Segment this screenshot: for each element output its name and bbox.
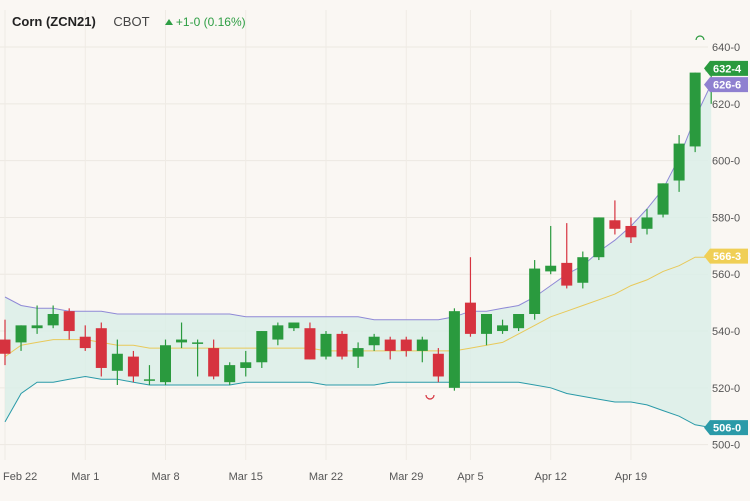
y-tick-label: 500-0 xyxy=(712,440,740,452)
candle-body xyxy=(224,365,236,383)
x-tick-label: Feb 22 xyxy=(3,471,37,483)
price-badge-upper-band xyxy=(704,77,748,93)
candle-body xyxy=(192,342,204,344)
candle-body xyxy=(561,262,573,286)
candle-body xyxy=(95,328,107,368)
candle-body xyxy=(448,311,460,388)
x-tick-label: Mar 29 xyxy=(389,471,423,483)
price-badge-label: 632-4 xyxy=(713,63,742,75)
candle-body xyxy=(336,333,348,357)
candle-body xyxy=(176,339,188,343)
candle-body xyxy=(545,265,557,272)
price-badge-label: 506-0 xyxy=(713,423,741,435)
candle-body xyxy=(368,336,380,346)
up-arrow-icon xyxy=(164,19,173,25)
candle-body xyxy=(384,339,396,351)
candle-body xyxy=(432,353,444,377)
candle-body xyxy=(625,225,637,238)
candle-body xyxy=(160,345,171,383)
y-tick-label: 620-0 xyxy=(712,99,740,111)
candle-body xyxy=(513,314,525,329)
price-badges: 632-4 626-6 566-3 506-0 xyxy=(704,60,748,436)
candle-body xyxy=(320,333,332,357)
price-badge-middle-band xyxy=(704,248,748,264)
price-badge-label: 626-6 xyxy=(713,80,741,92)
candle-body xyxy=(352,348,364,357)
x-tick-label: Apr 19 xyxy=(615,471,647,483)
candle-body xyxy=(641,217,653,229)
x-tick-label: Mar 1 xyxy=(71,471,99,483)
candle-body xyxy=(593,217,605,258)
candle-body xyxy=(464,302,476,334)
symbol-title: Corn (ZCN21) xyxy=(12,14,96,29)
y-tick-label: 580-0 xyxy=(712,212,740,224)
x-tick-label: Apr 12 xyxy=(534,471,566,483)
candle-body xyxy=(673,143,685,181)
x-axis: Feb 22 Mar 1 Mar 8 Mar 15 Mar 22 Mar 29 Apr 5 A… xyxy=(3,471,647,483)
candle-body xyxy=(304,328,316,360)
y-tick-label: 520-0 xyxy=(712,383,740,395)
candle-body xyxy=(111,353,123,371)
candle-body xyxy=(0,339,11,354)
price-change-value: +1-0 (0.16%) xyxy=(175,15,246,29)
exchange-label: CBOT xyxy=(113,14,150,29)
candle-body xyxy=(272,325,284,340)
candle-body xyxy=(47,314,59,326)
candle-body xyxy=(609,220,621,229)
candle-body xyxy=(529,268,541,314)
candle-body xyxy=(256,331,268,363)
y-tick-label: 540-0 xyxy=(712,326,740,338)
x-tick-label: Mar 8 xyxy=(151,471,179,483)
candle-body xyxy=(657,183,669,215)
y-tick-label: 640-0 xyxy=(712,42,740,54)
candle-body xyxy=(497,325,509,332)
y-tick-label: 600-0 xyxy=(712,156,740,168)
x-tick-label: Mar 22 xyxy=(309,471,343,483)
candle-body xyxy=(288,322,300,329)
bollinger-lower-line xyxy=(4,375,712,429)
candle-body xyxy=(416,339,428,351)
candle-body xyxy=(577,257,589,283)
y-tick-label: 560-0 xyxy=(712,269,740,281)
candle-body xyxy=(689,72,701,147)
candle-body xyxy=(400,339,412,351)
candles xyxy=(0,66,717,391)
price-badge-lower-band xyxy=(704,420,748,436)
reversal-marker-low xyxy=(425,394,435,400)
x-tick-label: Apr 5 xyxy=(457,471,483,483)
candle-body xyxy=(79,336,91,349)
chart-header: Corn (ZCN21) CBOT +1-0 (0.16%) xyxy=(12,14,246,29)
candle-body xyxy=(31,325,43,329)
x-tick-label: Mar 15 xyxy=(229,471,263,483)
price-badge-last xyxy=(704,60,748,76)
candle-body xyxy=(208,348,220,377)
candle-body xyxy=(127,356,139,377)
candle-body xyxy=(240,362,252,368)
candle-body xyxy=(15,325,27,343)
candle-body xyxy=(63,311,75,332)
price-badge-label: 566-3 xyxy=(713,251,741,263)
candle-body xyxy=(481,314,492,334)
price-change: +1-0 (0.16%) xyxy=(164,15,246,29)
y-axis: 640-0 620-0 600-0 580-0 560-0 540-0 520-0 500-0 xyxy=(712,42,740,452)
reversal-marker-high xyxy=(695,35,705,41)
candle-body xyxy=(143,379,155,381)
